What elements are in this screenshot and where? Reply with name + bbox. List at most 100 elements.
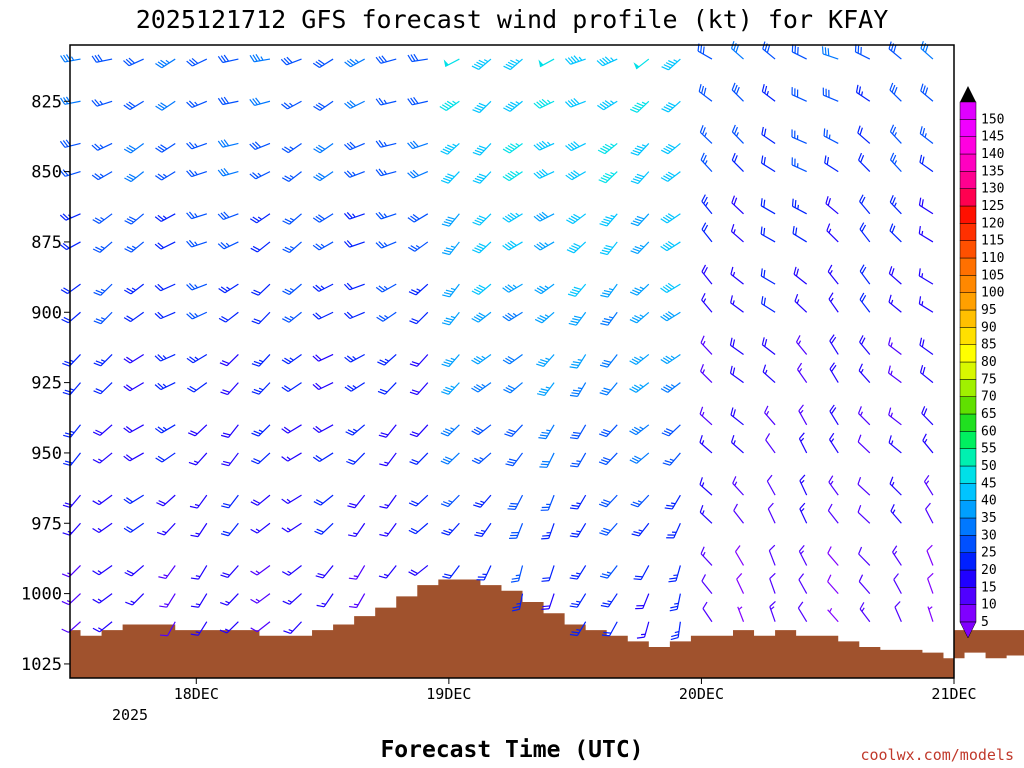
wind-barb	[344, 311, 365, 320]
wind-barb	[629, 424, 650, 436]
wind-barb	[565, 141, 586, 152]
wind-barb	[472, 213, 492, 226]
wind-barb	[791, 87, 807, 102]
wind-barb	[502, 212, 523, 223]
wind-barb	[154, 424, 176, 434]
wind-barb	[220, 565, 239, 579]
wind-barb	[249, 141, 271, 150]
wind-barb	[217, 96, 239, 106]
wind-barb	[155, 58, 176, 69]
wind-barb	[855, 84, 871, 102]
colorbar-swatch	[959, 552, 977, 571]
wind-barb	[791, 44, 807, 60]
y-tick-label: 900	[31, 303, 62, 323]
wind-barb	[630, 213, 650, 227]
x-tick-label: 18DEC	[174, 685, 219, 703]
wind-barb	[155, 171, 176, 181]
wind-barb	[407, 96, 428, 106]
wind-barb	[570, 452, 587, 468]
wind-barb	[251, 424, 271, 437]
colorbar-label: 10	[981, 598, 997, 613]
wind-barb	[312, 452, 334, 462]
wind-barb	[62, 522, 81, 536]
colorbar-label: 5	[981, 615, 989, 630]
wind-barb	[731, 152, 744, 173]
wind-barb	[348, 565, 366, 580]
wind-barb	[186, 169, 207, 178]
wind-barb	[250, 494, 271, 506]
wind-barb	[792, 225, 807, 243]
wind-barb	[700, 364, 713, 384]
wind-barb	[661, 424, 681, 437]
wind-barb	[798, 404, 808, 426]
wind-barb	[190, 522, 208, 538]
wind-barb	[858, 152, 871, 173]
wind-barb	[375, 241, 397, 249]
wind-barb	[919, 126, 934, 144]
wind-barb	[701, 194, 713, 215]
wind-barb	[91, 99, 113, 107]
colorbar-swatch	[959, 240, 977, 259]
wind-barb	[829, 404, 839, 426]
wind-barb	[729, 365, 744, 384]
wind-barb	[660, 353, 681, 365]
wind-barb	[760, 155, 776, 173]
wind-barb	[827, 503, 839, 524]
wind-barb	[660, 311, 681, 322]
colorbar-label: 75	[981, 372, 997, 387]
wind-barb	[730, 223, 744, 243]
colorbar-label: 40	[981, 494, 997, 509]
wind-barb	[62, 354, 81, 367]
wind-barb	[822, 87, 839, 102]
wind-barb	[154, 311, 176, 320]
colorbar-label: 85	[981, 338, 997, 353]
wind-barb	[730, 41, 744, 60]
wind-barb	[857, 434, 871, 454]
wind-barb	[889, 152, 902, 173]
wind-barb	[440, 143, 460, 155]
wind-barb	[661, 58, 681, 71]
y-tick-label: 950	[31, 444, 62, 464]
colorbar-bottom-arrow	[959, 621, 977, 639]
wind-barb	[698, 84, 713, 102]
wind-barb	[700, 152, 713, 173]
wind-barb	[159, 621, 176, 637]
wind-barb	[379, 452, 397, 467]
wind-barb	[540, 494, 555, 511]
x-axis: 18DEC19DEC20DEC21DEC22DEC23DEC24DEC25DEC	[174, 678, 977, 703]
wind-barbs	[59, 41, 934, 641]
wind-barb	[600, 593, 618, 608]
colorbar-label: 80	[981, 355, 997, 370]
wind-barb	[62, 494, 81, 508]
colorbar-label: 95	[981, 303, 997, 318]
wind-barb	[155, 100, 176, 111]
wind-barb	[730, 407, 744, 426]
wind-barb	[629, 452, 650, 464]
wind-barb	[629, 283, 650, 296]
wind-barb	[794, 293, 808, 313]
wind-barb	[441, 354, 460, 368]
wind-barb	[888, 41, 902, 60]
wind-barb	[407, 140, 429, 150]
wind-barb	[599, 213, 618, 227]
wind-barb	[251, 311, 271, 325]
wind-barb	[503, 58, 523, 71]
wind-barb	[377, 354, 397, 366]
colorbar-swatch	[959, 344, 977, 363]
wind-barb	[156, 494, 176, 507]
wind-barb	[376, 311, 397, 322]
x-tick-label: 21DEC	[931, 685, 976, 703]
y-tick-label: 825	[31, 92, 62, 112]
wind-barb	[375, 97, 397, 106]
wind-barb	[533, 98, 555, 109]
wind-barb	[829, 362, 839, 383]
wind-barb	[346, 452, 366, 465]
colorbar-swatch	[959, 379, 977, 397]
colorbar-swatch	[959, 136, 977, 155]
wind-barb	[887, 365, 902, 384]
wind-barb	[894, 601, 902, 622]
wind-barb	[920, 83, 934, 102]
wind-barb	[889, 82, 902, 102]
wind-barb	[312, 424, 334, 434]
wind-barb	[731, 195, 744, 215]
